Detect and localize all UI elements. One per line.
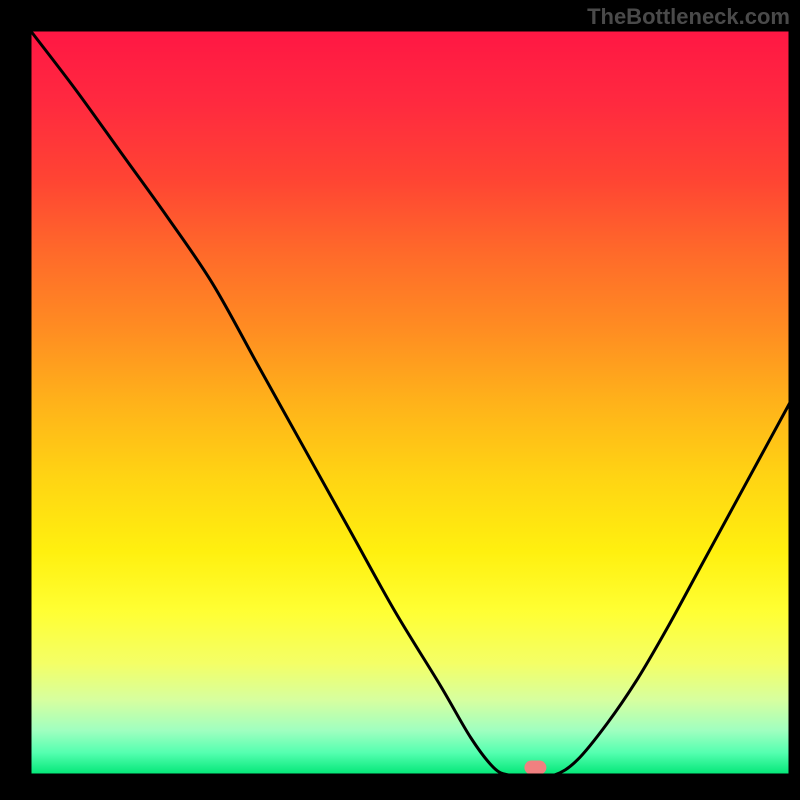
chart-gradient-bg [30, 30, 790, 775]
bottleneck-chart [0, 0, 800, 800]
optimal-point-marker [524, 761, 546, 775]
chart-container: TheBottleneck.com [0, 0, 800, 800]
